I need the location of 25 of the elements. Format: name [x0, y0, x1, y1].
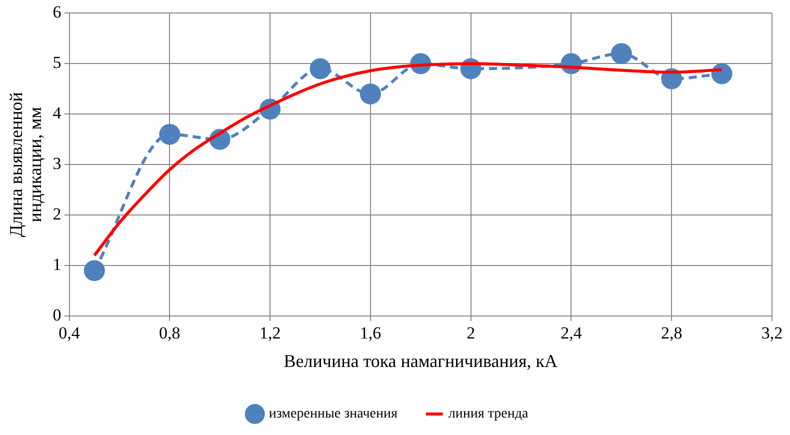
- point: [711, 63, 732, 84]
- x-tick-label: 0,4: [58, 324, 80, 343]
- point: [159, 124, 180, 145]
- y-tick-label: 2: [52, 204, 62, 224]
- x-tick-label: 3,2: [761, 324, 783, 343]
- y-tick-label: 6: [52, 2, 62, 22]
- point: [360, 83, 381, 104]
- y-axis-title: Длина выявленной индикации, мм: [6, 92, 46, 238]
- y-tick-label: 3: [52, 154, 62, 174]
- x-tick-label: 2,4: [560, 324, 582, 343]
- point: [84, 260, 105, 282]
- x-tick-label: 1,6: [360, 324, 382, 343]
- x-tick-label: 2,8: [660, 324, 682, 343]
- y-tick-label: 0: [52, 305, 62, 324]
- x-axis-title: Величина тока намагничивания, кА: [284, 350, 558, 371]
- y-tick-label: 4: [52, 104, 62, 123]
- x-tick-label: 2: [466, 324, 476, 343]
- y-tick-label: 5: [52, 53, 62, 72]
- x-tick-label: 1,2: [259, 324, 281, 343]
- legend-label: измеренные значения: [268, 406, 398, 422]
- y-tick-label: 1: [52, 255, 62, 274]
- x-tick-label: 0,8: [159, 324, 180, 343]
- point: [610, 43, 632, 64]
- legend-label: линия тренда: [448, 406, 529, 422]
- point: [310, 58, 331, 80]
